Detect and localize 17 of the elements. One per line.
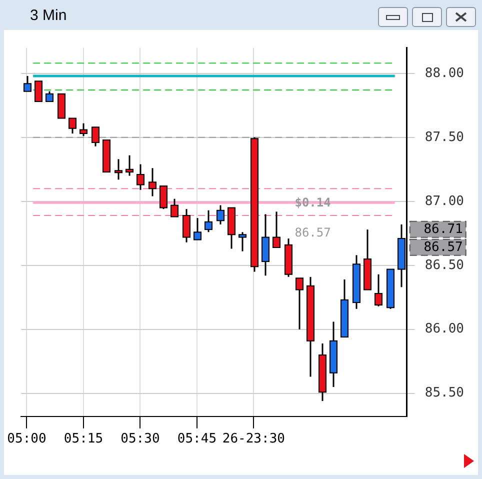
text: 86.71 bbox=[424, 222, 463, 237]
x-tick-label: 05:00 bbox=[7, 432, 46, 447]
text: 86.57 bbox=[424, 240, 463, 255]
y-tick-label: 87.00 bbox=[424, 194, 464, 209]
y-tick-label: 85.50 bbox=[424, 386, 464, 401]
annotation: 86.57 bbox=[294, 226, 331, 240]
x-tick-label: 26-23:30 bbox=[222, 432, 285, 447]
x-tick-label: 05:15 bbox=[64, 432, 104, 447]
y-tick-label: 86.50 bbox=[424, 258, 464, 273]
annotation: $0.14 bbox=[294, 196, 331, 210]
y-tick-label: 87.50 bbox=[424, 130, 464, 145]
candlestick bbox=[34, 80, 42, 102]
x-tick-label: 05:45 bbox=[177, 432, 217, 447]
y-tick-label: 86.00 bbox=[424, 322, 464, 337]
y-tick-label: 88.00 bbox=[424, 66, 464, 81]
chart-title: 3 Min bbox=[30, 7, 67, 24]
x-tick-label: 05:30 bbox=[120, 432, 160, 447]
